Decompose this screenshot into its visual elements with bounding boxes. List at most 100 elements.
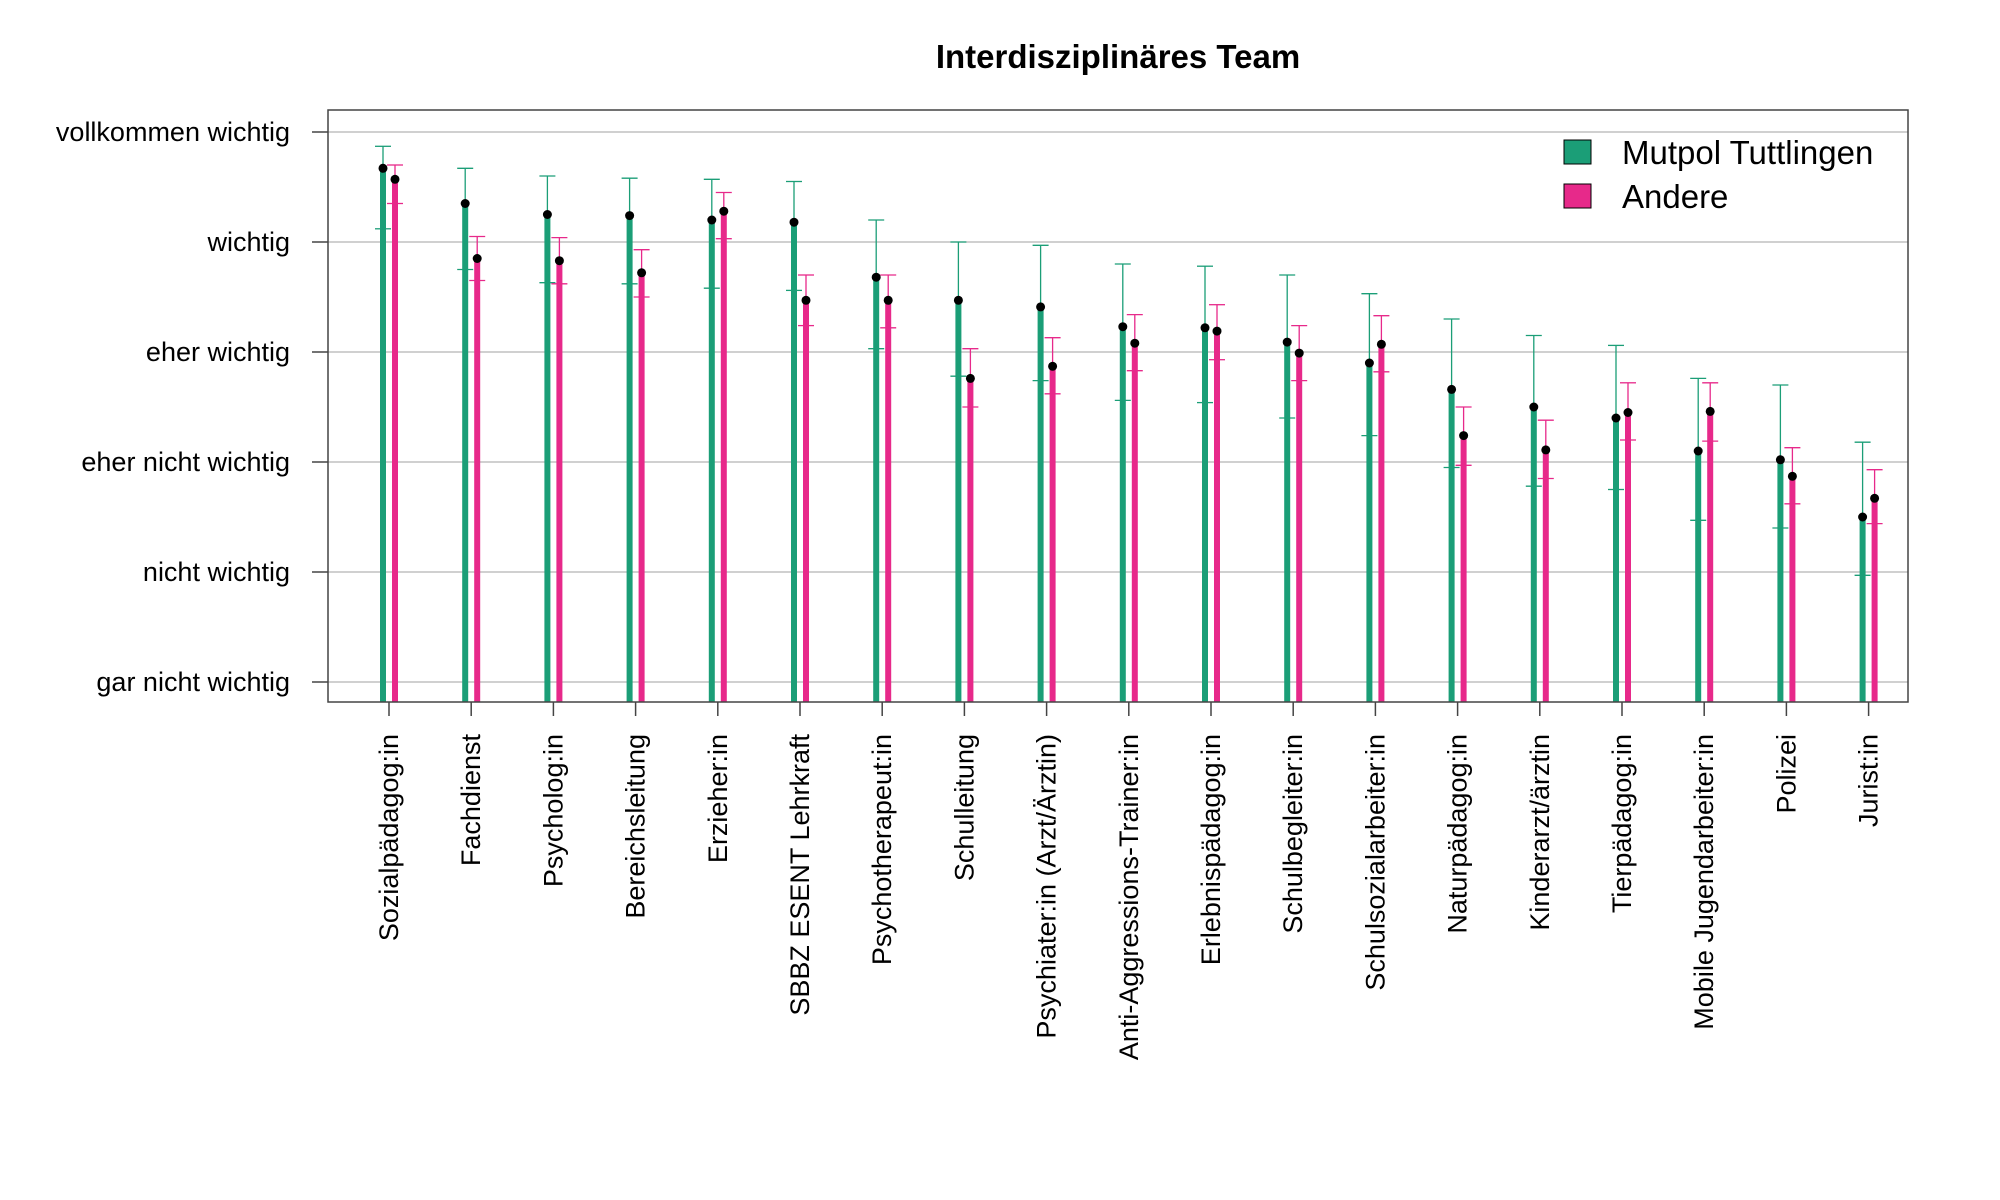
bar — [474, 258, 481, 702]
y-tick-label: vollkommen wichtig — [56, 117, 290, 147]
x-tick-label: Erlebnispädagog:in — [1196, 734, 1226, 965]
y-tick-label: wichtig — [206, 227, 290, 257]
x-tick-label: SBBZ ESENT Lehrkraft — [785, 734, 815, 1016]
mean-point — [1200, 323, 1210, 333]
x-tick-label: Schulsozialarbeiter:in — [1360, 734, 1390, 991]
mean-point — [1048, 361, 1058, 371]
bar — [380, 168, 386, 703]
bar — [1707, 411, 1714, 702]
bar — [1131, 343, 1138, 702]
mean-point — [378, 163, 388, 173]
mean-point — [637, 268, 647, 278]
mean-point — [542, 210, 552, 219]
bar — [462, 203, 469, 702]
bar — [544, 214, 551, 702]
bar — [1202, 327, 1208, 702]
bar — [955, 300, 962, 702]
bar — [1049, 366, 1056, 702]
points-layer — [378, 163, 1880, 522]
bar — [1284, 342, 1291, 702]
mean-point — [1775, 455, 1785, 465]
mean-point — [1118, 322, 1128, 332]
mean-point — [390, 174, 400, 184]
x-tick-label: Anti-Aggressions-Trainer:in — [1114, 734, 1144, 1060]
y-tick-label: nicht wichtig — [143, 557, 290, 587]
legend-swatch-andere — [1563, 183, 1592, 209]
x-tick-label: Fachdienst — [456, 734, 486, 867]
bar — [1214, 331, 1220, 702]
mean-point — [883, 295, 893, 305]
bar — [1542, 449, 1549, 702]
bar — [885, 300, 892, 702]
bar — [1378, 344, 1385, 702]
mean-point — [965, 373, 975, 383]
chart-title: Interdisziplinäres Team — [936, 38, 1300, 75]
bar — [1119, 326, 1126, 702]
x-tick-label: Jurist:in — [1854, 734, 1884, 827]
bar — [791, 222, 797, 702]
mean-point — [1459, 431, 1469, 441]
x-tick-label: Bereichsleitung — [621, 734, 651, 919]
mean-point — [554, 256, 564, 266]
bar — [556, 260, 563, 702]
mean-point — [1529, 402, 1539, 412]
mean-point — [1364, 358, 1374, 368]
mean-point — [1870, 493, 1880, 503]
bar — [626, 215, 633, 702]
y-tick-label: eher wichtig — [146, 337, 290, 367]
mean-point — [871, 272, 881, 282]
mean-point — [1294, 348, 1304, 358]
mean-point — [1282, 337, 1292, 347]
bar — [1037, 306, 1044, 702]
y-axis: gar nicht wichtig nicht wichtig eher nicht… — [56, 117, 328, 697]
bar — [873, 277, 880, 702]
bar — [1625, 412, 1631, 702]
mean-point — [460, 199, 470, 208]
bar — [1695, 451, 1702, 702]
mean-point — [472, 254, 482, 263]
mean-point — [625, 211, 635, 221]
mean-point — [1376, 339, 1386, 349]
mean-point — [707, 215, 717, 225]
legend-label-andere: Andere — [1622, 178, 1728, 215]
bars-layer — [380, 168, 1878, 703]
bar — [1613, 418, 1619, 702]
x-tick-label: Schulbegleiter:in — [1278, 734, 1308, 934]
x-tick-label: Psycholog:in — [538, 734, 568, 887]
x-axis: Sozialpädagog:in Fachdienst Psycholog:in Be… — [374, 702, 1884, 1060]
x-tick-label: Erzieher:in — [703, 734, 733, 863]
bar — [720, 211, 727, 702]
bar — [1777, 459, 1784, 702]
mean-point — [1212, 326, 1222, 336]
mean-point — [1611, 413, 1621, 423]
bar — [1448, 389, 1455, 702]
mean-point — [1447, 384, 1457, 394]
bar — [1871, 498, 1878, 702]
x-tick-label: Kinderarzt/ärztin — [1525, 734, 1555, 931]
bar — [638, 272, 645, 702]
plot-frame — [327, 109, 1909, 703]
x-tick-label: Tierpädagog:in — [1607, 734, 1637, 913]
x-tick-label: Naturpädagog:in — [1443, 734, 1473, 934]
bar — [1460, 435, 1467, 702]
mean-point — [1623, 408, 1633, 417]
x-tick-label: Psychiater:in (Arzt/Ärztin) — [1032, 734, 1062, 1039]
mean-point — [789, 217, 799, 227]
x-tick-label: Mobile Jugendarbeiter:in — [1689, 734, 1719, 1030]
mean-point — [1787, 471, 1797, 481]
bar — [803, 300, 809, 702]
mean-point — [1541, 445, 1551, 455]
x-tick-label: Schulleitung — [949, 734, 979, 881]
bar — [1366, 363, 1373, 702]
mean-point — [1858, 512, 1868, 522]
legend: Mutpol Tuttlingen Andere — [1563, 134, 1873, 215]
bar — [1530, 407, 1537, 702]
bar — [1789, 476, 1796, 702]
y-tick-label: eher nicht wichtig — [81, 447, 290, 477]
legend-label-mutpol: Mutpol Tuttlingen — [1622, 134, 1873, 171]
mean-point — [1705, 406, 1715, 416]
legend-swatch-mutpol — [1563, 139, 1592, 165]
mean-point — [953, 295, 963, 305]
bar — [1859, 517, 1866, 702]
